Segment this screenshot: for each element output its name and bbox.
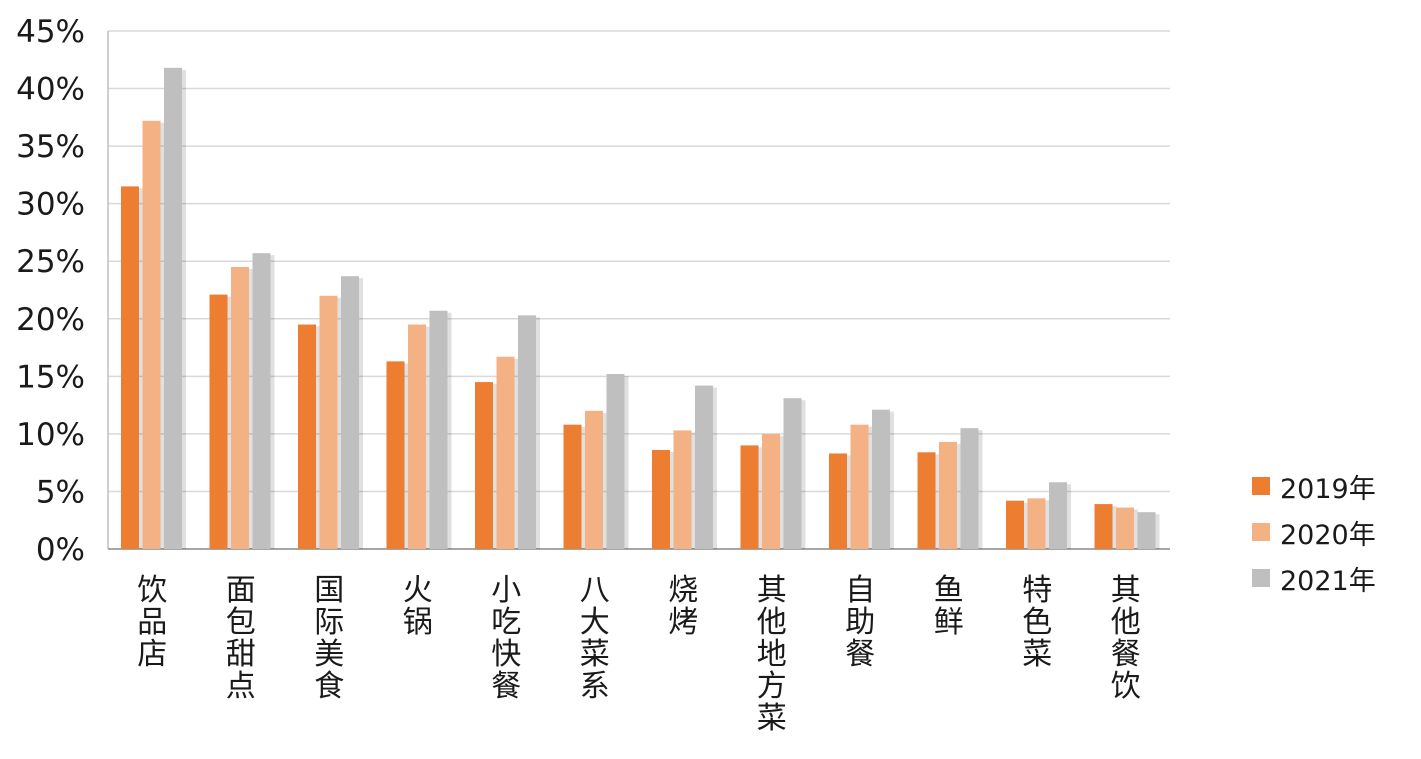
x-category-label: 饮品店	[137, 573, 167, 672]
x-category-label: 八大菜系	[580, 573, 610, 704]
x-category-label: 其他地方菜	[757, 573, 787, 736]
bar	[298, 324, 316, 549]
axes	[107, 31, 1170, 550]
bars	[121, 67, 1160, 550]
legend-swatch	[1252, 523, 1270, 541]
y-tick-label: 35%	[16, 129, 85, 165]
bar	[673, 430, 692, 549]
bar	[341, 276, 359, 549]
bar	[960, 428, 979, 549]
legend-label: 2019年	[1280, 474, 1376, 505]
bar	[386, 361, 405, 549]
y-tick-label: 45%	[16, 14, 85, 50]
bar	[606, 374, 625, 549]
x-category-label: 其他餐饮	[1111, 573, 1141, 704]
bar	[252, 253, 271, 550]
bar	[142, 120, 161, 549]
bar	[740, 445, 759, 549]
bar	[1027, 498, 1046, 549]
y-tick-label: 25%	[16, 244, 85, 280]
bar	[829, 453, 847, 549]
bar	[783, 398, 802, 549]
legend-swatch	[1252, 477, 1270, 495]
x-category-label: 国际美食	[314, 573, 344, 704]
y-tick-label: 10%	[16, 417, 85, 453]
x-category-label: 自助餐	[845, 573, 875, 672]
bar	[1137, 512, 1156, 549]
legend-swatch	[1252, 569, 1270, 587]
bar	[695, 385, 713, 549]
bar	[408, 324, 426, 549]
gridlines	[108, 30, 1170, 493]
x-category-label: 小吃快餐	[491, 573, 521, 704]
bar	[939, 441, 957, 549]
bar	[518, 315, 536, 549]
y-tick-label: 40%	[16, 72, 85, 108]
bar	[475, 382, 493, 549]
bar	[1006, 500, 1024, 549]
bar	[429, 310, 448, 549]
y-tick-label: 5%	[36, 474, 85, 510]
bar	[652, 450, 670, 549]
y-tick-label: 0%	[36, 532, 85, 568]
y-tick-label: 15%	[16, 359, 85, 395]
bar	[563, 424, 582, 549]
y-axis-ticks: 0% 5% 10% 15% 20% 25% 30% 35% 40% 45%	[16, 14, 85, 568]
bar	[231, 266, 249, 549]
x-category-label: 面包甜点	[226, 573, 256, 704]
legend: 2019年 2020年 2021年	[1252, 474, 1376, 597]
y-tick-label: 20%	[16, 302, 85, 338]
legend-label: 2021年	[1280, 566, 1376, 597]
bar	[1116, 507, 1134, 549]
bar	[319, 295, 338, 549]
y-tick-label: 30%	[16, 187, 85, 223]
bar	[762, 433, 780, 549]
x-category-label: 鱼鲜	[934, 573, 964, 640]
bar	[1049, 482, 1067, 549]
bar	[496, 356, 515, 549]
bar	[872, 409, 890, 549]
legend-label: 2020年	[1280, 520, 1376, 551]
x-axis-category-labels: 饮品店 面包甜点 国际美食 火锅 小吃快餐 八大菜系 烧烤 其他地方菜 自助餐 鱼鲜 特色菜 其他餐饮	[137, 573, 1141, 736]
x-category-label: 烧烤	[668, 573, 698, 640]
bar	[1094, 504, 1113, 549]
bar	[917, 452, 936, 549]
bar	[850, 424, 869, 549]
x-category-label: 特色菜	[1022, 573, 1052, 672]
bar	[121, 186, 139, 549]
x-category-label: 火锅	[403, 573, 433, 640]
bar	[209, 294, 228, 549]
bar	[164, 67, 182, 549]
bar	[585, 410, 603, 549]
